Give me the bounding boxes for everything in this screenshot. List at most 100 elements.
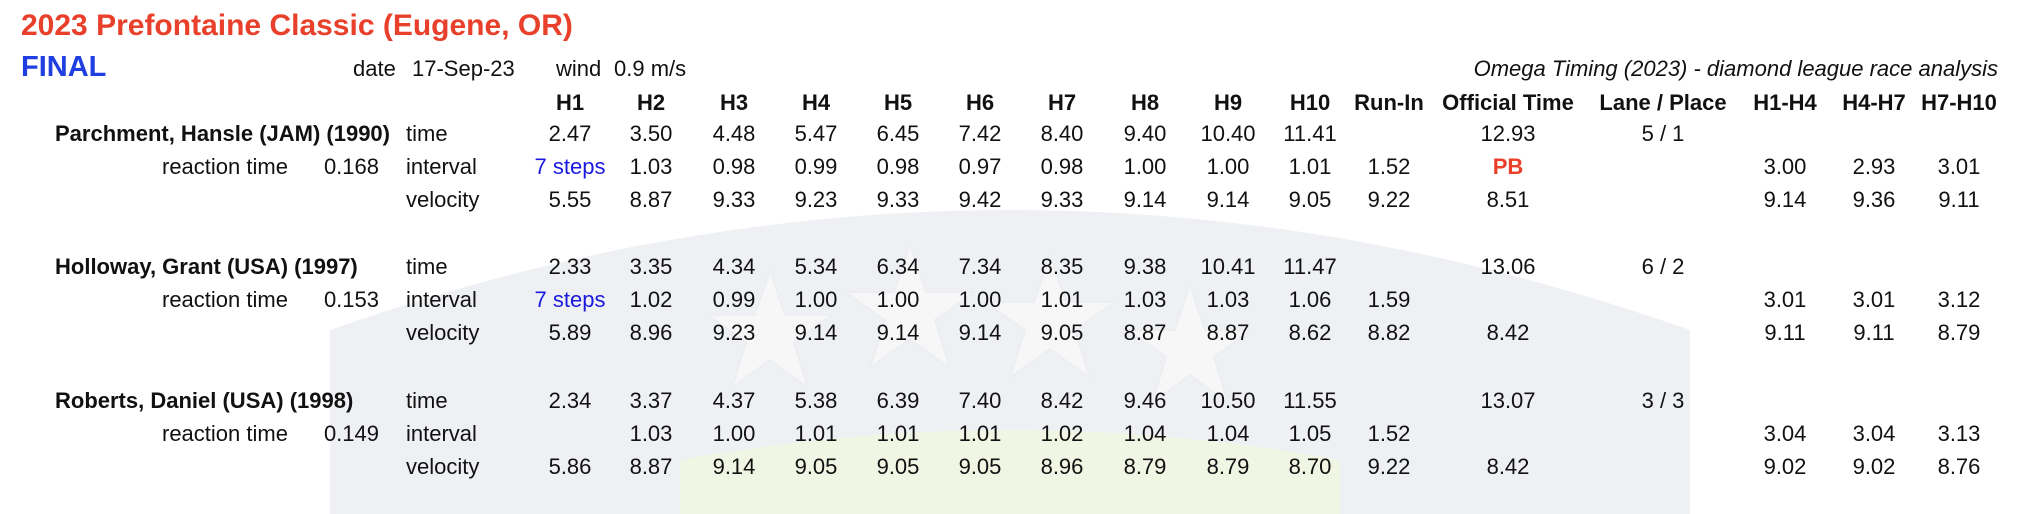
split-interval: 1.03 [1206, 287, 1250, 312]
segment-interval: 3.01 [1937, 154, 1981, 179]
source-note: Omega Timing (2023) - diamond league rac… [1473, 56, 1998, 81]
split-velocity: 9.14 [712, 454, 756, 479]
split-interval: 1.01 [1288, 154, 1332, 179]
segment-interval: 3.12 [1937, 287, 1981, 312]
split-time: 10.41 [1200, 254, 1256, 279]
column-header-lane-place: Lane / Place [1599, 90, 1727, 115]
column-header-h5: H5 [883, 90, 913, 115]
split-velocity: 5.55 [548, 187, 592, 212]
split-velocity: 8.96 [1040, 454, 1084, 479]
run-in-interval: 1.52 [1367, 421, 1411, 446]
page-title: 2023 Prefontaine Classic (Eugene, OR) [21, 9, 573, 42]
column-header-h8: H8 [1130, 90, 1160, 115]
split-velocity: 8.87 [629, 187, 673, 212]
split-velocity: 8.79 [1123, 454, 1167, 479]
run-in-velocity: 8.82 [1367, 320, 1411, 345]
split-time: 4.48 [712, 121, 756, 146]
segment-velocity: 9.02 [1852, 454, 1896, 479]
split-interval: 0.98 [876, 154, 920, 179]
date-value: 17-Sep-23 [412, 56, 515, 81]
steps-count: 7 steps [534, 287, 606, 312]
row-label-velocity: velocity [406, 320, 480, 345]
official-velocity: 8.42 [1486, 320, 1530, 345]
segment-velocity: 9.11 [1764, 320, 1806, 345]
official-velocity: 8.42 [1486, 454, 1530, 479]
split-time: 2.33 [548, 254, 592, 279]
split-time: 4.34 [712, 254, 756, 279]
reaction-time-value: 0.153 [323, 287, 379, 312]
split-interval: 1.02 [629, 287, 673, 312]
wind-label: wind [556, 56, 602, 81]
lane-place: 6 / 2 [1641, 254, 1685, 279]
lane-place: 5 / 1 [1641, 121, 1685, 146]
athlete-name: Roberts, Daniel (USA) (1998) [55, 388, 354, 413]
split-time: 6.34 [876, 254, 920, 279]
row-label-time: time [406, 388, 448, 413]
segment-velocity: 9.14 [1763, 187, 1807, 212]
wind-value: 0.9 m/s [614, 56, 687, 81]
column-header-h10: H10 [1289, 90, 1331, 115]
split-interval: 1.04 [1123, 421, 1167, 446]
segment-interval: 3.13 [1937, 421, 1981, 446]
split-velocity: 9.33 [876, 187, 920, 212]
official-time: 13.07 [1480, 388, 1536, 413]
split-velocity: 9.14 [1123, 187, 1167, 212]
split-velocity: 8.87 [1123, 320, 1167, 345]
reaction-time-value: 0.168 [323, 154, 379, 179]
split-interval: 1.03 [629, 154, 673, 179]
split-time: 3.35 [629, 254, 673, 279]
row-label-time: time [406, 121, 448, 146]
segment-velocity: 8.79 [1937, 320, 1981, 345]
split-time: 9.40 [1123, 121, 1167, 146]
column-header-h1-h4: H1-H4 [1753, 90, 1817, 115]
split-interval: 1.01 [958, 421, 1002, 446]
reaction-time-value: 0.149 [323, 421, 379, 446]
split-velocity: 9.33 [712, 187, 756, 212]
date-label: date [353, 56, 396, 81]
split-interval: 0.97 [958, 154, 1002, 179]
split-interval: 1.00 [958, 287, 1002, 312]
column-header-h4-h7: H4-H7 [1842, 90, 1906, 115]
column-header-h6: H6 [965, 90, 995, 115]
split-time: 5.38 [794, 388, 838, 413]
split-time: 5.47 [794, 121, 838, 146]
column-header-h7-h10: H7-H10 [1921, 90, 1997, 115]
split-time: 7.40 [958, 388, 1002, 413]
row-label-velocity: velocity [406, 454, 480, 479]
split-time: 11.55 [1283, 388, 1337, 413]
official-velocity: 8.51 [1486, 187, 1530, 212]
split-interval: 1.02 [1040, 421, 1084, 446]
athlete-name: Holloway, Grant (USA) (1997) [55, 254, 358, 279]
split-time: 3.37 [629, 388, 673, 413]
column-header-h7: H7 [1047, 90, 1077, 115]
split-time: 3.50 [629, 121, 673, 146]
run-in-velocity: 9.22 [1367, 187, 1411, 212]
split-time: 6.39 [876, 388, 920, 413]
row-label-interval: interval [406, 154, 477, 179]
column-header-official-time: Official Time [1442, 90, 1574, 115]
personal-best-badge: PB [1492, 154, 1524, 179]
split-interval: 1.01 [1040, 287, 1084, 312]
split-time: 10.40 [1200, 121, 1256, 146]
split-time: 8.42 [1040, 388, 1084, 413]
split-velocity: 9.05 [1288, 187, 1332, 212]
split-velocity: 8.62 [1288, 320, 1332, 345]
round-label: FINAL [21, 51, 107, 83]
split-velocity: 5.89 [548, 320, 592, 345]
split-time: 5.34 [794, 254, 838, 279]
split-time: 11.47 [1283, 254, 1337, 279]
row-label-interval: interval [406, 421, 477, 446]
split-time: 6.45 [876, 121, 920, 146]
segment-interval: 3.04 [1852, 421, 1896, 446]
row-label-interval: interval [406, 287, 477, 312]
steps-count: 7 steps [534, 154, 606, 179]
column-header-h3: H3 [719, 90, 749, 115]
segment-velocity: 8.76 [1937, 454, 1981, 479]
run-in-velocity: 9.22 [1367, 454, 1411, 479]
split-interval: 1.00 [712, 421, 756, 446]
split-time: 2.34 [548, 388, 592, 413]
split-velocity: 8.87 [629, 454, 673, 479]
column-header-h2: H2 [636, 90, 666, 115]
split-interval: 1.03 [629, 421, 673, 446]
